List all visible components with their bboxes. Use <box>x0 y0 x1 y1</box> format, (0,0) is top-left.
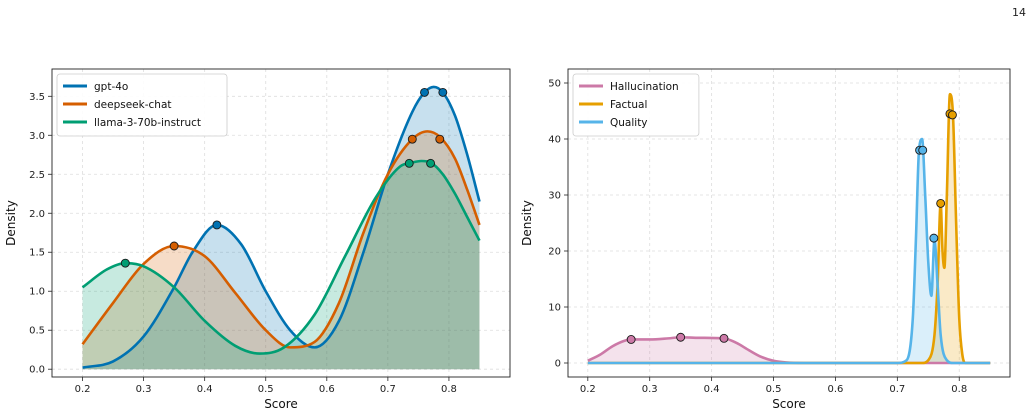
x-tick-label: 0.4 <box>704 384 720 395</box>
x-tick-label: 0.5 <box>766 384 782 395</box>
y-tick-label: 10 <box>548 303 561 314</box>
series-point-1 <box>169 241 179 251</box>
series-point-0 <box>212 220 222 230</box>
legend-label-1: deepseek-chat <box>94 99 172 111</box>
y-tick-label: 2.0 <box>29 209 45 220</box>
x-tick-label: 0.2 <box>75 384 91 395</box>
series-line-1 <box>587 92 991 365</box>
y-axis-label: Density <box>520 200 534 246</box>
y-tick-label: 0 <box>555 359 561 370</box>
legend-label-1: Factual <box>610 99 647 111</box>
series-point-1 <box>947 110 957 120</box>
series-point-2 <box>120 258 130 268</box>
series-point-2 <box>426 158 436 168</box>
y-tick-label: 1.5 <box>29 248 45 259</box>
right-chart-density: 0.2 0.3 0.4 0.5 0.6 0.7 0.8 0 10 20 30 40 50 Score Den… <box>520 68 1011 411</box>
legend-label-2: Quality <box>610 117 648 129</box>
series-point-1 <box>435 134 445 144</box>
x-tick-label: 0.4 <box>197 384 213 395</box>
series-point-2 <box>929 233 939 243</box>
left-chart-density: 0.2 0.3 0.4 0.5 0.6 0.7 0.8 0.0 0.5 1.0 1.5 2.0 2.5 3… <box>4 68 511 411</box>
series-point-0 <box>420 87 429 97</box>
y-tick-label: 0.0 <box>29 365 45 376</box>
y-axis-label: Density <box>4 200 18 246</box>
series-line-2 <box>81 159 481 355</box>
y-tick-label: 0.5 <box>29 326 45 337</box>
y-tick-label: 20 <box>548 247 561 258</box>
x-tick-label: 0.3 <box>642 384 658 395</box>
x-tick-label: 0.2 <box>580 384 596 395</box>
series-line-2 <box>587 137 991 365</box>
axes-frame <box>51 68 511 378</box>
legend-label-0: gpt-4o <box>94 81 128 93</box>
legend-box <box>572 73 700 137</box>
series-fill-2 <box>82 161 480 370</box>
series-fill-0 <box>82 86 480 370</box>
x-tick-label: 0.6 <box>319 384 335 395</box>
series-point-0 <box>438 87 448 97</box>
x-tick-label: 0.7 <box>380 384 396 395</box>
legend-label-2: llama-3-70b-instruct <box>94 117 201 129</box>
x-axis-label: Score <box>772 397 806 411</box>
series-point-0 <box>676 332 686 342</box>
x-tick-label: 0.6 <box>827 384 843 395</box>
y-tick-label: 40 <box>548 135 561 146</box>
x-tick-label: 0.8 <box>441 384 457 395</box>
series-point-2 <box>918 145 928 155</box>
legend-label-0: Hallucination <box>610 81 679 93</box>
x-axis-label: Score <box>264 397 298 411</box>
page-number: 14 <box>1012 6 1026 19</box>
series-point-1 <box>936 198 946 208</box>
x-tick-label: 0.8 <box>951 384 967 395</box>
y-tick-label: 2.5 <box>29 170 45 181</box>
y-tick-label: 3.0 <box>29 131 45 142</box>
y-tick-label: 50 <box>548 79 561 90</box>
series-point-0 <box>626 335 636 344</box>
series-point-1 <box>407 134 417 144</box>
x-tick-label: 0.3 <box>136 384 152 395</box>
series-point-2 <box>404 158 414 168</box>
y-tick-label: 30 <box>548 191 561 202</box>
legend-box <box>56 73 228 137</box>
y-tick-label: 1.0 <box>29 287 45 298</box>
series-point-0 <box>719 333 729 343</box>
axes-frame <box>567 68 1011 378</box>
x-tick-label: 0.7 <box>889 384 905 395</box>
x-tick-label: 0.5 <box>258 384 274 395</box>
series-fill-0 <box>587 337 991 363</box>
y-tick-label: 3.5 <box>29 92 45 103</box>
